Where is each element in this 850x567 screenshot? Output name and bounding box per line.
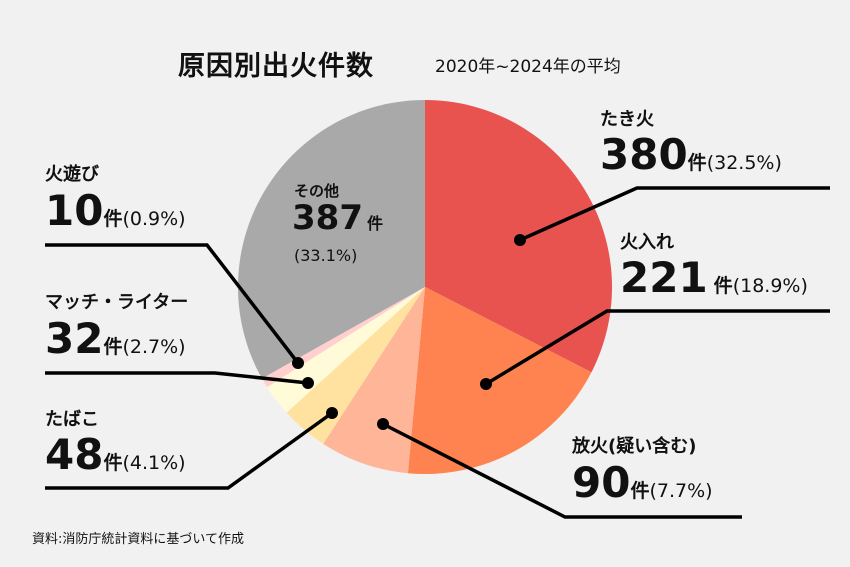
chart-subtitle: 2020年~2024年の平均 — [435, 57, 621, 77]
data-label-percent: (33.1%) — [294, 246, 358, 265]
leader-lines — [45, 186, 830, 519]
data-label: 90件(7.7%) — [572, 458, 713, 507]
pie-slice-2 — [323, 287, 425, 474]
label-name: たき火 — [600, 109, 654, 130]
pie-slice-3 — [286, 287, 425, 444]
dot-match — [302, 377, 314, 389]
pie-slice-1 — [407, 287, 592, 475]
data-label: 32件(2.7%) — [45, 314, 186, 363]
dot-hiasobi — [292, 357, 304, 369]
leader-hiire — [485, 309, 830, 386]
label-name: 火入れ — [620, 232, 674, 253]
dot-tabako — [326, 407, 338, 419]
source-note: 資料:消防庁統計資料に基づいて作成 — [32, 532, 244, 547]
data-label: 387 件 — [292, 198, 383, 238]
label-name: マッチ・ライター — [45, 292, 189, 313]
label-name: 火遊び — [45, 164, 99, 185]
leader-houka — [382, 422, 742, 519]
leader-tabako — [45, 411, 334, 490]
leader-hiasobi — [45, 243, 300, 365]
data-label: 380件(32.5%) — [600, 130, 782, 179]
dot-takibi — [514, 234, 526, 246]
data-label: 48件(4.1%) — [45, 430, 186, 479]
data-label: 10件(0.9%) — [45, 186, 186, 235]
dot-houka — [377, 418, 389, 430]
leader-dots — [292, 234, 526, 430]
data-label: 221 件(18.9%) — [620, 253, 808, 302]
pie-slice-6 — [238, 100, 425, 379]
chart-title: 原因別出火件数 — [178, 51, 374, 82]
label-name: 放火(疑い含む) — [572, 436, 697, 457]
leader-match — [45, 371, 309, 385]
label-name: たばこ — [45, 409, 99, 430]
dot-hiire — [480, 378, 492, 390]
label-name: その他 — [294, 182, 340, 200]
leader-takibi — [519, 186, 830, 242]
